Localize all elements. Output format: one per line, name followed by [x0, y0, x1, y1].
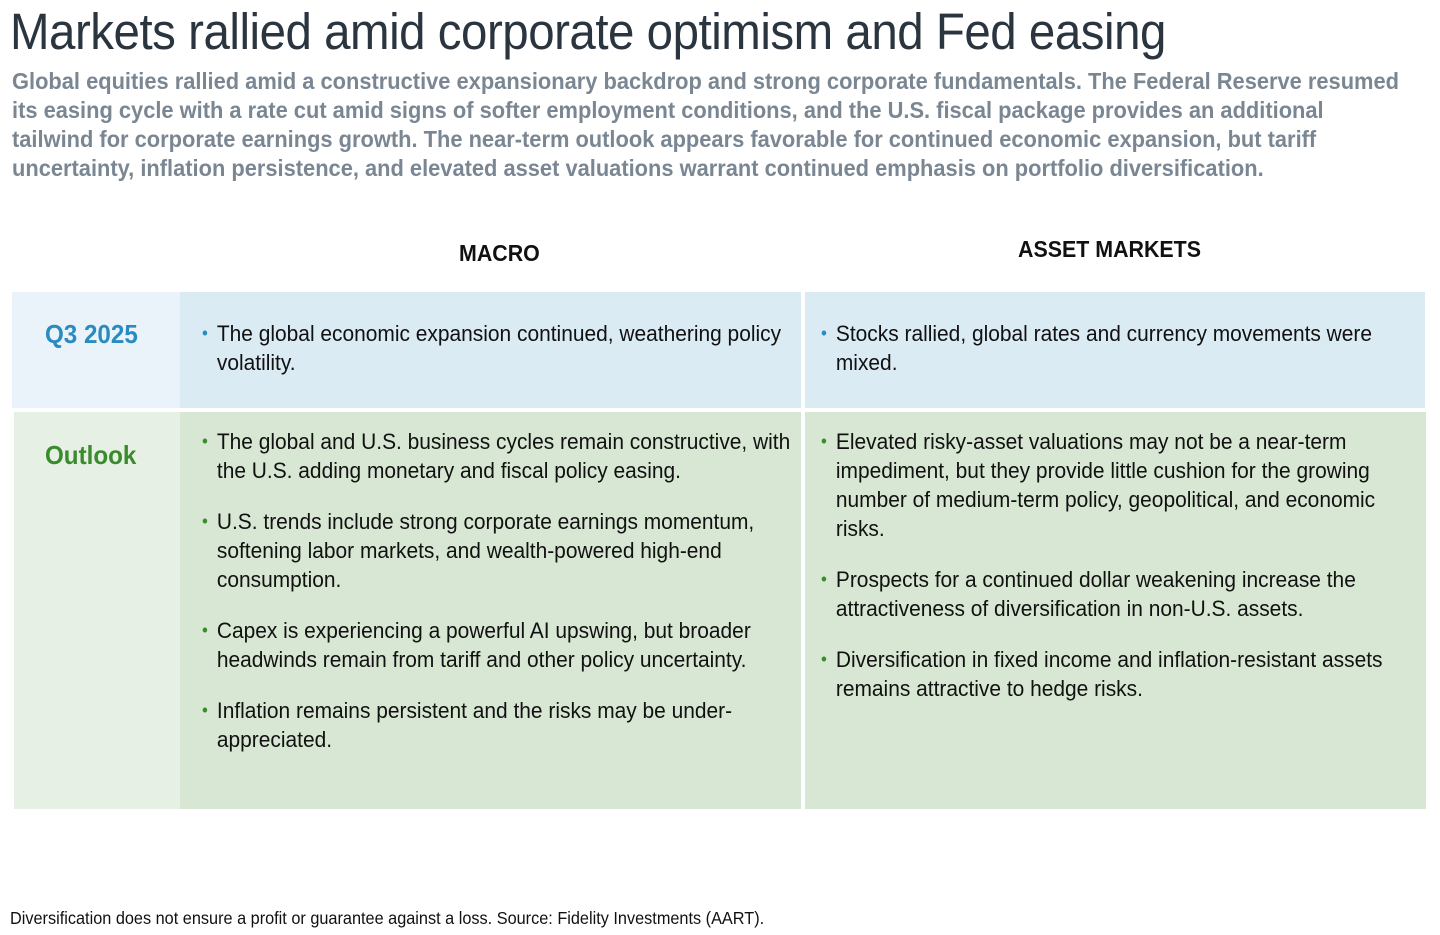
outlook-macro-list: • The global and U.S. business cycles rem…	[202, 427, 797, 754]
bullet-text: Inflation remains persistent and the ris…	[216, 698, 733, 752]
bullet-icon: •	[821, 569, 827, 589]
bullet-text: The global economic expansion continued,…	[216, 321, 782, 375]
bullet-text: Elevated risky-asset valuations may not …	[835, 429, 1376, 541]
bullet-text: Diversification in fixed income and infl…	[835, 647, 1383, 701]
bullet-text: Stocks rallied, global rates and currenc…	[835, 321, 1373, 375]
outlook-asset-list: • Elevated risky-asset valuations may not…	[821, 427, 1402, 703]
bullet-icon: •	[821, 323, 827, 343]
bullet-item: • Prospects for a continued dollar weaken…	[821, 565, 1402, 623]
outlook-macro-cell: • The global and U.S. business cycles rem…	[180, 412, 801, 809]
bullet-item: • The global economic expansion continued…	[202, 319, 797, 377]
bullet-icon: •	[202, 620, 208, 640]
page-subtitle: Global equities rallied amid a construct…	[12, 68, 1399, 181]
bullet-item: • Elevated risky-asset valuations may not…	[821, 427, 1402, 543]
footnote: Diversification does not ensure a profit…	[10, 908, 765, 928]
bullet-icon: •	[202, 511, 208, 531]
outlook-asset-cell: • Elevated risky-asset valuations may not…	[805, 412, 1426, 809]
bullet-icon: •	[202, 700, 208, 720]
column-header-asset-markets: ASSET MARKETS	[1018, 236, 1202, 262]
q3-asset-list: • Stocks rallied, global rates and curren…	[821, 319, 1416, 377]
bullet-icon: •	[821, 431, 827, 451]
bullet-text: Prospects for a continued dollar weakeni…	[835, 567, 1356, 621]
page-title: Markets rallied amid corporate optimism …	[10, 3, 1166, 60]
bullet-text: U.S. trends include strong corporate ear…	[216, 509, 755, 592]
bullet-item: • The global and U.S. business cycles rem…	[202, 427, 797, 485]
bullet-item: • Capex is experiencing a powerful AI ups…	[202, 616, 797, 674]
bullet-item: • Stocks rallied, global rates and curren…	[821, 319, 1416, 377]
bullet-item: • U.S. trends include strong corporate ea…	[202, 507, 797, 594]
q3-macro-cell: • The global economic expansion continued…	[180, 292, 801, 408]
outlook-label-cell: Outlook	[14, 412, 180, 809]
q3-label-cell: Q3 2025	[12, 292, 180, 408]
bullet-item: • Diversification in fixed income and inf…	[821, 645, 1402, 703]
q3-asset-cell: • Stocks rallied, global rates and curren…	[805, 292, 1425, 408]
bullet-item: • Inflation remains persistent and the ri…	[202, 696, 797, 754]
bullet-text: The global and U.S. business cycles rema…	[216, 429, 791, 483]
row-label-outlook: Outlook	[45, 440, 137, 470]
q3-macro-list: • The global economic expansion continued…	[202, 319, 797, 377]
bullet-icon: •	[821, 649, 827, 669]
bullet-icon: •	[202, 323, 208, 343]
column-header-macro: MACRO	[459, 240, 540, 266]
bullet-icon: •	[202, 431, 208, 451]
row-label-q3: Q3 2025	[45, 319, 138, 349]
bullet-text: Capex is experiencing a powerful AI upsw…	[216, 618, 751, 672]
